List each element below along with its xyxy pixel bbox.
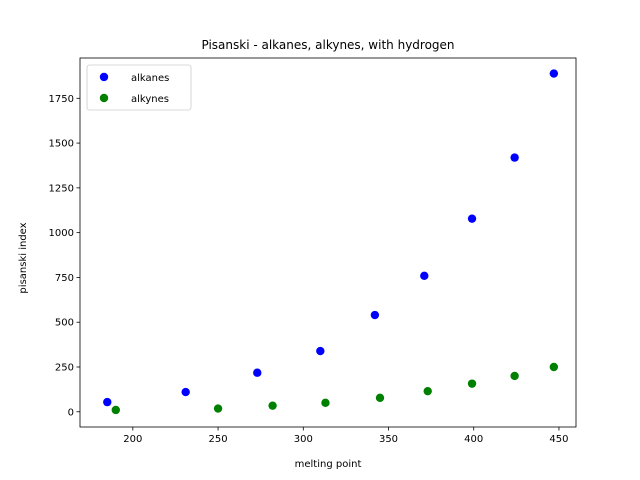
y-tick-label: 1250 xyxy=(49,183,74,194)
y-axis-label: pisanski index xyxy=(18,222,29,293)
alkynes-point xyxy=(111,405,120,415)
legend-box xyxy=(86,64,192,111)
legend-label-alkanes: alkanes xyxy=(131,73,169,84)
alkynes-point xyxy=(213,404,223,413)
alkanes-point xyxy=(181,387,190,397)
alkynes-point xyxy=(268,401,277,410)
chart-title: Pisanski - alkanes, alkynes, with hydrog… xyxy=(201,38,454,52)
alkynes-point xyxy=(467,379,477,388)
alkynes-point xyxy=(549,362,559,372)
legend: alkanes alkynes xyxy=(86,64,192,111)
alkanes-point xyxy=(467,214,477,223)
x-tick-label: 400 xyxy=(464,434,483,445)
y-tick-label: 1750 xyxy=(49,94,74,105)
alkynes-point xyxy=(321,398,330,408)
alkynes-legend-marker xyxy=(99,93,109,103)
alkynes-point xyxy=(510,371,519,381)
x-axis-ticks: 200 250 300 350 400 450 xyxy=(123,427,569,445)
alkanes-point xyxy=(316,346,325,356)
alkanes-point xyxy=(510,153,519,162)
y-axis-ticks: 0 250 500 750 1000 1250 1500 1750 xyxy=(49,94,80,418)
legend-label-alkynes: alkynes xyxy=(131,94,169,105)
alkanes-point xyxy=(370,310,380,320)
alkanes-point xyxy=(103,397,112,407)
y-tick-label: 1500 xyxy=(49,139,74,150)
alkanes-legend-marker xyxy=(99,72,109,82)
x-tick-label: 350 xyxy=(379,434,398,445)
alkanes-point xyxy=(420,271,429,281)
y-tick-label: 250 xyxy=(55,362,74,373)
x-axis-label: melting point xyxy=(295,459,362,470)
y-tick-label: 500 xyxy=(55,318,74,329)
y-tick-label: 750 xyxy=(55,273,74,284)
x-tick-label: 200 xyxy=(123,434,142,445)
x-tick-label: 250 xyxy=(209,434,228,445)
x-tick-label: 450 xyxy=(549,434,568,445)
x-tick-label: 300 xyxy=(294,434,313,445)
alkanes-point xyxy=(253,368,262,377)
alkanes-point xyxy=(549,69,559,78)
alkynes-point xyxy=(375,393,385,403)
plot-area xyxy=(79,57,577,428)
y-tick-label: 0 xyxy=(68,407,74,418)
data-markers xyxy=(103,69,559,415)
alkynes-point xyxy=(423,386,432,396)
plot-frame xyxy=(79,57,577,428)
y-tick-label: 1000 xyxy=(49,228,74,239)
